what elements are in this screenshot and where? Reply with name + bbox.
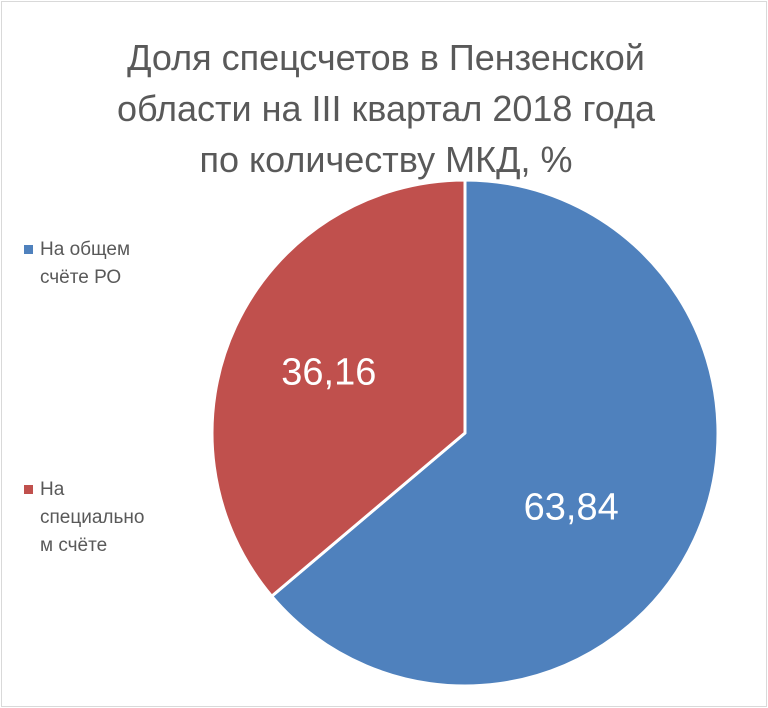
data-label-special-account: 36,16 [281, 351, 376, 393]
legend-swatch-common-account [24, 245, 33, 254]
legend-swatch-special-account [24, 485, 33, 494]
chart-title: Доля спецсчетов в Пензенской области на … [62, 32, 710, 185]
legend-label-line: На [40, 479, 65, 500]
chart-title-line-1: Доля спецсчетов в Пензенской [127, 37, 645, 78]
legend-label-line: специально [40, 507, 145, 528]
pie-slice-special-account [210, 178, 467, 598]
legend-label-special-account: На специально м счёте [24, 476, 174, 560]
legend-item-special-account: На специально м счёте [24, 476, 174, 560]
pie-slice-common-account [270, 178, 720, 688]
legend-label-line: На общем [40, 239, 131, 260]
chart-title-line-2: области на III квартал 2018 года [116, 88, 656, 129]
legend-item-common-account: На общем счёте РО [24, 236, 174, 292]
legend-label-line: счёте РО [40, 267, 122, 288]
legend-label-common-account: На общем счёте РО [24, 236, 174, 292]
chart-title-line-3: по количеству МКД, % [199, 139, 573, 180]
data-label-common-account: 63,84 [524, 487, 619, 529]
legend-label-line: м счёте [40, 535, 108, 556]
